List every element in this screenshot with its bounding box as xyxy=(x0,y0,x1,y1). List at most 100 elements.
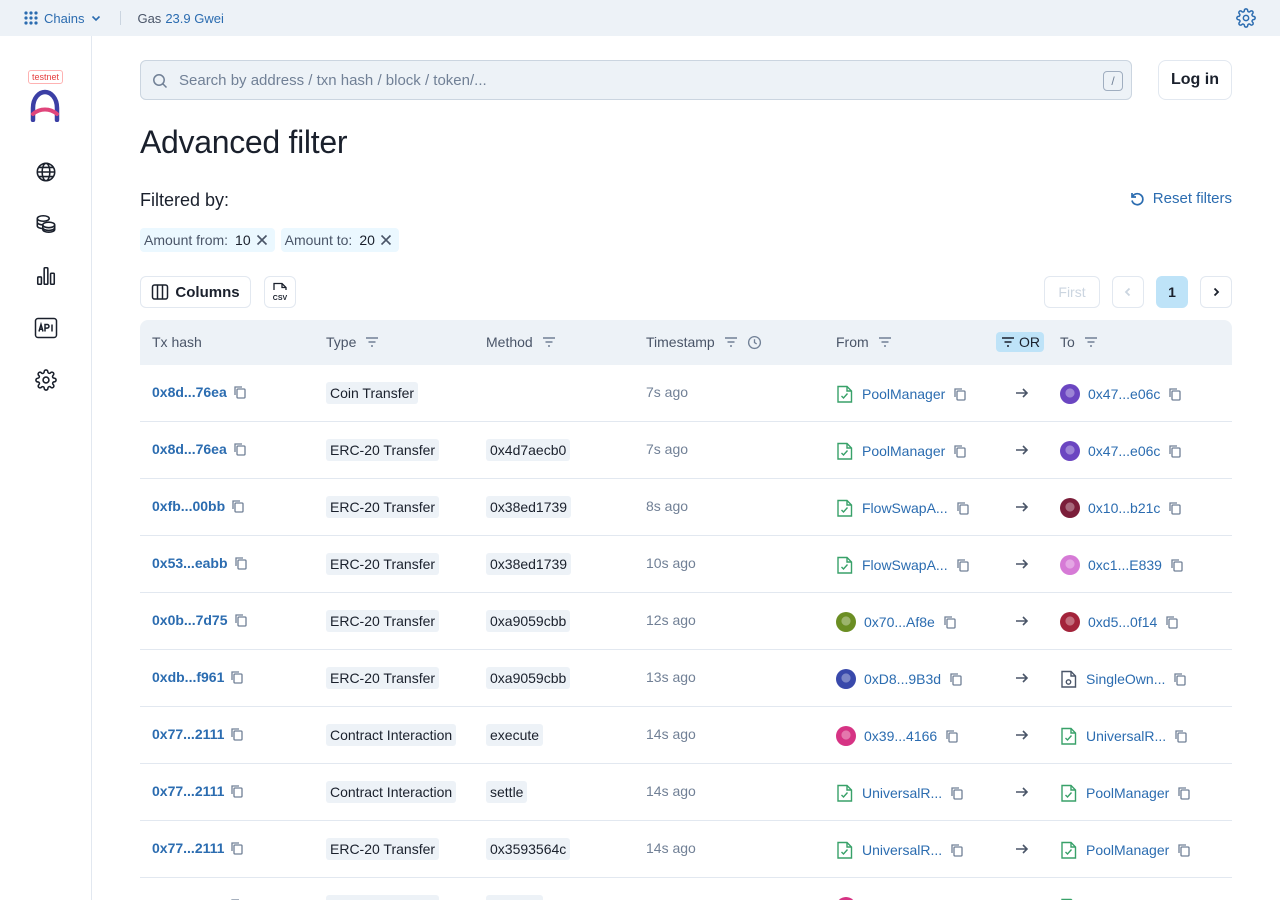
address-link[interactable]: 0x47...e06c xyxy=(1088,443,1161,459)
copy-address-button[interactable] xyxy=(1165,615,1179,629)
tx-type-badge: ERC-20 Transfer xyxy=(326,439,440,461)
prev-page-button[interactable] xyxy=(1112,276,1144,308)
filter-icon[interactable] xyxy=(723,334,739,350)
filter-icon[interactable] xyxy=(1083,334,1099,350)
tx-hash-link[interactable]: 0x77...2111 xyxy=(152,840,225,856)
copy-address-button[interactable] xyxy=(949,672,963,686)
gear-icon[interactable] xyxy=(1236,8,1256,28)
copy-address-button[interactable] xyxy=(1168,387,1182,401)
nav-api[interactable] xyxy=(34,316,58,340)
copy-address-button[interactable] xyxy=(953,387,967,401)
address-link[interactable]: 0xD8...9B3d xyxy=(864,671,942,687)
address-link[interactable]: 0x47...e06c xyxy=(1088,386,1161,402)
remove-filter-button[interactable] xyxy=(255,233,269,247)
columns-button[interactable]: Columns xyxy=(140,276,251,308)
tx-hash-link[interactable]: 0x8d...76ea xyxy=(152,441,227,457)
from-address: FlowSwapA... xyxy=(836,498,970,518)
tx-hash-link[interactable]: 0x0b...7d75 xyxy=(152,612,228,628)
reset-filters-button[interactable]: Reset filters xyxy=(1129,190,1232,207)
address-link[interactable]: 0xd5...0f14 xyxy=(1088,614,1158,630)
remove-filter-button[interactable] xyxy=(379,233,393,247)
copy-address-button[interactable] xyxy=(956,558,970,572)
copy-hash-button[interactable] xyxy=(234,556,248,570)
address-link[interactable]: PoolManager xyxy=(862,443,946,459)
copy-address-button[interactable] xyxy=(945,729,959,743)
copy-address-button[interactable] xyxy=(950,786,964,800)
address-link[interactable]: PoolManager xyxy=(1086,785,1170,801)
table-row: 0x77...2111 ERC-20 Transfer 0x3593564c 14s … xyxy=(140,821,1232,878)
nav-tokens[interactable] xyxy=(34,212,58,236)
address-link[interactable]: FlowSwapA... xyxy=(862,557,948,573)
copy-address-button[interactable] xyxy=(1168,501,1182,515)
filter-icon[interactable] xyxy=(541,334,557,350)
to-address: 0xc1...E839 xyxy=(1060,555,1184,575)
copy-address-button[interactable] xyxy=(943,615,957,629)
table-row: 0x0b...7d75 ERC-20 Transfer 0xa9059cbb 12s … xyxy=(140,593,1232,650)
filter-icon[interactable] xyxy=(877,334,893,350)
filter-icon[interactable] xyxy=(364,334,380,350)
copy-address-button[interactable] xyxy=(1168,444,1182,458)
copy-address-button[interactable] xyxy=(1170,558,1184,572)
copy-address-button[interactable] xyxy=(1177,786,1191,800)
address-link[interactable]: UniversalR... xyxy=(1086,728,1167,744)
copy-icon xyxy=(951,844,963,857)
tx-hash-link[interactable]: 0xdb...f961 xyxy=(152,669,225,685)
tx-hash-link[interactable]: 0x8d...76ea xyxy=(152,384,227,400)
copy-address-button[interactable] xyxy=(953,444,967,458)
gas-value[interactable]: 23.9 Gwei xyxy=(165,10,224,26)
tx-hash-link[interactable]: 0x77...2111 xyxy=(152,726,225,742)
next-page-button[interactable] xyxy=(1200,276,1232,308)
copy-icon xyxy=(1171,559,1183,572)
copy-hash-button[interactable] xyxy=(230,784,244,798)
copy-hash-button[interactable] xyxy=(231,499,245,513)
copy-address-button[interactable] xyxy=(956,501,970,515)
chains-menu[interactable]: Chains xyxy=(24,11,102,26)
from-address: 0xD8...9B3d xyxy=(836,669,963,689)
address-link[interactable]: 0x10...b21c xyxy=(1088,500,1161,516)
nav-other[interactable] xyxy=(34,368,58,392)
address-link[interactable]: SingleOwn... xyxy=(1086,671,1166,687)
tokens-icon xyxy=(36,214,56,234)
current-page-button[interactable]: 1 xyxy=(1156,276,1188,308)
copy-hash-button[interactable] xyxy=(234,613,248,627)
copy-hash-button[interactable] xyxy=(233,385,247,399)
tx-hash-link[interactable]: 0x53...eabb xyxy=(152,555,228,571)
copy-address-button[interactable] xyxy=(1173,672,1187,686)
app-logo[interactable] xyxy=(30,88,60,122)
address-link[interactable]: UniversalR... xyxy=(862,842,943,858)
nav-charts-stats[interactable] xyxy=(34,264,58,288)
tx-hash-link[interactable]: 0x77...2111 xyxy=(152,783,225,799)
copy-icon xyxy=(1174,673,1187,686)
address-link[interactable]: PoolManager xyxy=(862,386,946,402)
address-link[interactable]: 0x39...4166 xyxy=(864,728,938,744)
copy-address-button[interactable] xyxy=(1174,729,1188,743)
contract-icon-wrap xyxy=(1060,669,1078,689)
login-button[interactable]: Log in xyxy=(1158,60,1232,100)
address-avatar xyxy=(1060,441,1080,461)
tx-hash-link[interactable]: 0xfb...00bb xyxy=(152,498,226,514)
timestamp: 10s ago xyxy=(646,555,696,571)
nav-blockchain[interactable] xyxy=(34,160,58,184)
search-bar[interactable]: / xyxy=(140,60,1132,100)
copy-hash-button[interactable] xyxy=(230,670,244,684)
or-toggle-chip[interactable]: OR xyxy=(996,332,1044,352)
search-icon xyxy=(153,74,168,89)
copy-hash-button[interactable] xyxy=(233,442,247,456)
first-page-button[interactable]: First xyxy=(1044,276,1100,308)
method-badge: execute xyxy=(486,724,544,746)
tx-hash-link[interactable]: 0x77...2111 xyxy=(152,897,224,900)
search-input[interactable] xyxy=(179,71,1079,89)
copy-hash-button[interactable] xyxy=(230,841,244,855)
csv-export-button[interactable]: CSV xyxy=(264,276,296,308)
clock-icon[interactable] xyxy=(747,335,762,350)
address-link[interactable]: 0xc1...E839 xyxy=(1088,557,1162,573)
address-link[interactable]: FlowSwapA... xyxy=(862,500,948,516)
address-link[interactable]: PoolManager xyxy=(1086,842,1170,858)
from-address: 0x70...Af8e xyxy=(836,612,957,632)
copy-address-button[interactable] xyxy=(950,843,964,857)
address-link[interactable]: 0x70...Af8e xyxy=(864,614,935,630)
address-link[interactable]: UniversalR... xyxy=(862,785,943,801)
copy-hash-button[interactable] xyxy=(230,727,244,741)
copy-address-button[interactable] xyxy=(1177,843,1191,857)
tx-type-badge: Contract Interaction xyxy=(326,781,457,803)
